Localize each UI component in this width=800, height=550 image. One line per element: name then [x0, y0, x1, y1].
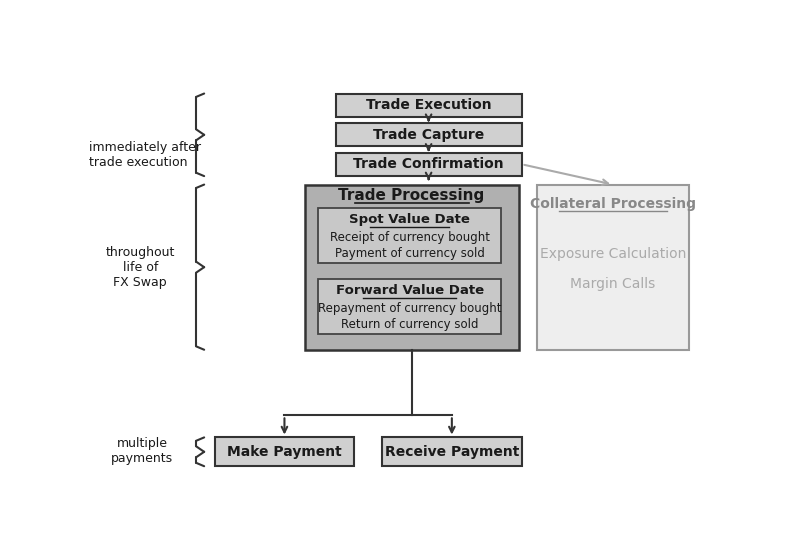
Text: Receipt of currency bought: Receipt of currency bought	[330, 231, 490, 244]
Text: Trade Confirmation: Trade Confirmation	[354, 157, 504, 172]
Text: Trade Processing: Trade Processing	[338, 188, 485, 202]
Text: Trade Capture: Trade Capture	[373, 128, 484, 142]
FancyBboxPatch shape	[305, 185, 518, 350]
FancyBboxPatch shape	[382, 437, 522, 466]
FancyBboxPatch shape	[318, 279, 501, 334]
Text: Return of currency sold: Return of currency sold	[341, 318, 478, 331]
Text: Receive Payment: Receive Payment	[385, 445, 519, 459]
Text: immediately after
trade execution: immediately after trade execution	[89, 141, 201, 169]
Text: throughout
life of
FX Swap: throughout life of FX Swap	[106, 246, 175, 289]
Text: multiple
payments: multiple payments	[111, 437, 174, 465]
FancyBboxPatch shape	[336, 123, 522, 146]
Text: Collateral Processing: Collateral Processing	[530, 197, 696, 211]
FancyBboxPatch shape	[214, 437, 354, 466]
Text: Repayment of currency bought: Repayment of currency bought	[318, 302, 502, 315]
Text: Trade Execution: Trade Execution	[366, 98, 491, 112]
Text: Spot Value Date: Spot Value Date	[350, 213, 470, 226]
Text: Exposure Calculation: Exposure Calculation	[540, 248, 686, 261]
FancyBboxPatch shape	[336, 153, 522, 176]
Text: Payment of currency sold: Payment of currency sold	[334, 247, 485, 260]
Text: Forward Value Date: Forward Value Date	[336, 284, 484, 297]
Text: Margin Calls: Margin Calls	[570, 277, 656, 291]
FancyBboxPatch shape	[318, 208, 501, 263]
FancyBboxPatch shape	[336, 94, 522, 117]
FancyBboxPatch shape	[537, 185, 689, 350]
Text: Make Payment: Make Payment	[227, 445, 342, 459]
